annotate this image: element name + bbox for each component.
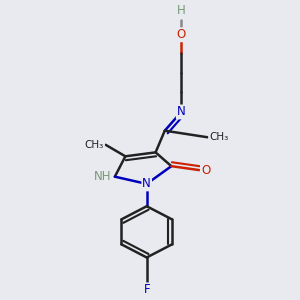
Text: H: H — [177, 4, 186, 17]
Text: O: O — [201, 164, 210, 177]
Text: CH₃: CH₃ — [209, 132, 228, 142]
Text: O: O — [177, 28, 186, 41]
Text: CH₃: CH₃ — [85, 140, 104, 150]
Text: N: N — [142, 177, 151, 190]
Text: N: N — [177, 106, 186, 118]
Text: NH: NH — [94, 170, 112, 183]
Text: F: F — [143, 284, 150, 296]
